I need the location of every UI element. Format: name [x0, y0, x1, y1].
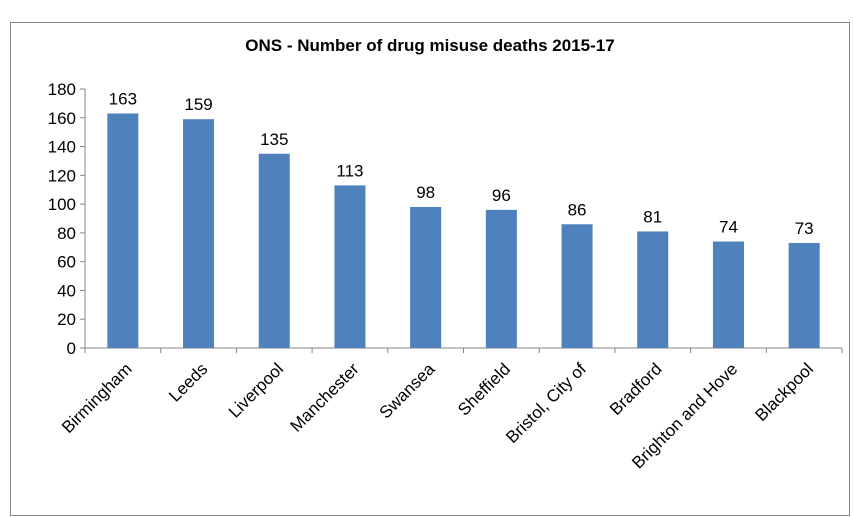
bar [183, 119, 215, 348]
category-label: Birmingham [58, 359, 136, 437]
y-tick-label: 60 [57, 253, 76, 272]
y-tick-label: 100 [48, 195, 76, 214]
chart-title: ONS - Number of drug misuse deaths 2015-… [245, 36, 615, 55]
data-labels: 163 159 135 113 98 96 86 81 74 73 [109, 89, 814, 238]
data-label: 135 [260, 130, 288, 149]
bar [485, 209, 517, 348]
bar [410, 206, 442, 348]
data-label: 86 [568, 200, 587, 219]
y-tick-label: 40 [57, 281, 76, 300]
data-label: 159 [184, 95, 212, 114]
data-label: 98 [416, 183, 435, 202]
category-label: Liverpool [225, 359, 287, 421]
category-label: Sheffield [454, 359, 514, 419]
category-label: Manchester [287, 359, 363, 435]
category-labels: Birmingham Leeds Liverpool Manchester Swanse… [58, 359, 817, 472]
y-tick-label: 180 [48, 80, 76, 99]
category-label: Bradford [606, 359, 666, 419]
bar [561, 224, 593, 348]
data-label: 81 [643, 207, 662, 226]
bar [712, 241, 744, 348]
y-tick-label: 120 [48, 166, 76, 185]
bar [334, 185, 366, 348]
data-label: 96 [492, 186, 511, 205]
data-label: 73 [795, 219, 814, 238]
category-label: Blackpool [751, 359, 817, 425]
bar [107, 113, 139, 348]
data-label: 113 [336, 161, 363, 180]
y-tick-label: 0 [67, 339, 76, 358]
y-tick-label: 80 [57, 224, 76, 243]
bars [107, 113, 820, 348]
data-label: 74 [719, 218, 738, 237]
y-tick-label: 140 [48, 138, 76, 157]
data-label: 163 [109, 89, 137, 108]
bar [788, 242, 820, 348]
category-label: Bristol, City of [502, 359, 590, 447]
x-axis [84, 347, 843, 353]
bar [637, 231, 669, 348]
category-label: Leeds [165, 359, 211, 405]
y-tick-label: 160 [48, 109, 76, 128]
bar [258, 153, 290, 348]
category-label: Swansea [376, 359, 439, 422]
y-tick-label: 20 [57, 310, 76, 329]
y-axis: 0 20 40 60 80 100 120 140 160 180 [48, 80, 86, 358]
